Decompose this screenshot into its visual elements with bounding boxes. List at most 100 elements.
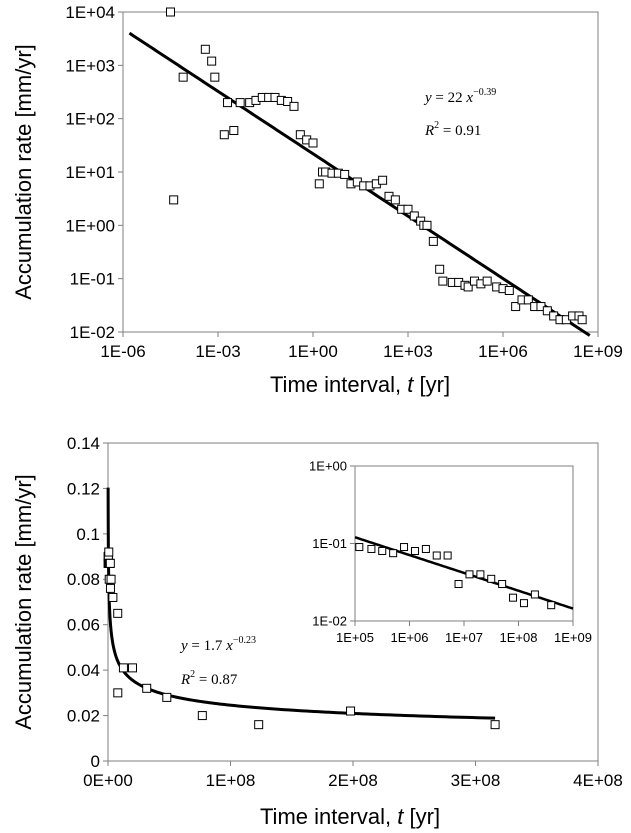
x-tick-label: 1E+09: [573, 342, 623, 361]
x-tick-label: 0E+00: [83, 771, 133, 790]
data-point: [490, 720, 500, 730]
y-axis-bottom: 0 0.02 0.04 0.06 0.08 0.1 0.12 0.14: [67, 434, 108, 771]
data-point: [229, 125, 239, 135]
data-point: [108, 592, 118, 602]
y-tick-label: 0.08: [67, 570, 100, 589]
inset-x-axis: 1E+05 1E+06 1E+07 1E+08 1E+09: [336, 621, 592, 645]
x-tick-label: 1E+06: [478, 342, 528, 361]
data-point: [409, 211, 419, 221]
data-points-top: [165, 7, 587, 325]
x-tick-label: 1E+03: [383, 342, 433, 361]
x-tick-label: 3E+08: [451, 771, 501, 790]
data-point: [235, 98, 245, 108]
data-point: [577, 315, 587, 325]
inset-fit-line: [354, 536, 574, 610]
data-point: [223, 98, 233, 108]
inset-y-axis: 1E-02 1E-01 1E+00: [309, 459, 355, 629]
data-point: [295, 130, 305, 140]
y-tick-label: 0.12: [67, 479, 100, 498]
data-point: [465, 570, 474, 579]
y-tick-label: 1E+00: [65, 216, 115, 235]
x-axis-label-bottom: Time interval, t [yr]: [260, 804, 440, 829]
data-point: [219, 130, 229, 140]
inset-data-points: [355, 543, 556, 610]
data-point: [390, 195, 400, 205]
data-point: [104, 547, 114, 557]
data-point: [210, 72, 220, 82]
data-point: [476, 570, 485, 579]
r-squared-top: R2 = 0.91: [424, 120, 481, 139]
data-point: [355, 543, 364, 552]
data-point: [498, 580, 507, 589]
y-tick-label: 1E-01: [312, 536, 347, 551]
data-point: [314, 179, 324, 189]
data-points-bottom: [103, 547, 500, 730]
y-tick-label: 1E-01: [70, 270, 115, 289]
y-axis-label-top: Accumulation rate [mm/yr]: [11, 44, 36, 300]
x-tick-label: 1E-03: [195, 342, 240, 361]
equation-top: y = 22 x−0.39: [423, 87, 496, 106]
chart-bottom: 0 0.02 0.04 0.06 0.08 0.1 0.12 0.14 0E+00 1E+08 2…: [11, 434, 623, 829]
data-point: [504, 285, 514, 295]
x-tick-label: 1E+00: [288, 342, 338, 361]
data-point: [142, 683, 152, 693]
y-tick-label: 0.1: [76, 525, 100, 544]
data-point: [432, 551, 441, 560]
data-point: [283, 96, 293, 106]
data-point: [435, 264, 445, 274]
x-tick-label: 1E-06: [100, 342, 145, 361]
y-tick-label: 0.02: [67, 707, 100, 726]
data-point: [106, 574, 116, 584]
data-point: [400, 543, 409, 552]
x-axis-bottom: 0E+00 1E+08 2E+08 3E+08 4E+08: [83, 761, 623, 790]
y-tick-label: 0.14: [67, 434, 100, 453]
data-point: [178, 72, 188, 82]
data-point: [542, 306, 552, 316]
data-point: [519, 599, 528, 608]
data-point: [438, 276, 448, 286]
y-tick-label: 1E-02: [312, 614, 347, 629]
fit-line-bottom: [106, 487, 496, 720]
data-point: [169, 195, 179, 205]
data-point: [254, 720, 264, 730]
data-point: [162, 692, 172, 702]
x-tick-label: 2E+08: [328, 771, 378, 790]
data-point: [340, 169, 350, 179]
data-point: [207, 56, 217, 66]
data-point: [523, 295, 533, 305]
data-point: [378, 547, 387, 556]
data-point: [128, 663, 137, 673]
data-point: [454, 580, 463, 589]
equation-bottom: y = 1.7 x−0.23: [179, 635, 256, 654]
r-squared-bottom: R2 = 0.87: [180, 669, 238, 688]
data-point: [389, 549, 398, 558]
x-tick-label: 1E+09: [554, 630, 592, 645]
data-point: [487, 574, 496, 583]
data-point: [410, 547, 419, 556]
data-point: [428, 236, 438, 246]
y-axis-top: 1E-02 1E-01 1E+00 1E+01 1E+02 1E+03 1E+04: [65, 3, 123, 342]
inset-chart: 1E-02 1E-01 1E+00 1E+05 1E+06 1E+07 1E+08 1E+0…: [309, 459, 592, 645]
data-point: [118, 663, 128, 673]
data-point: [105, 583, 115, 593]
data-point: [200, 44, 210, 54]
x-axis-top: 1E-06 1E-03 1E+00 1E+03 1E+06 1E+09: [100, 332, 623, 361]
y-axis-label-bottom: Accumulation rate [mm/yr]: [11, 474, 36, 730]
data-point: [443, 551, 452, 560]
data-point: [105, 558, 115, 568]
y-tick-label: 1E-02: [70, 323, 115, 342]
data-point: [421, 544, 430, 553]
y-tick-label: 1E+01: [65, 163, 115, 182]
data-point: [403, 204, 413, 214]
y-tick-label: 1E+04: [65, 3, 115, 22]
y-tick-label: 0: [91, 752, 100, 771]
data-point: [165, 7, 175, 17]
y-tick-label: 1E+03: [65, 56, 115, 75]
data-point: [547, 601, 556, 610]
y-tick-label: 1E+00: [309, 459, 347, 474]
data-point: [422, 220, 432, 230]
data-point: [530, 590, 539, 599]
data-point: [346, 706, 356, 716]
y-tick-label: 0.04: [67, 661, 100, 680]
x-tick-label: 1E+06: [391, 630, 429, 645]
